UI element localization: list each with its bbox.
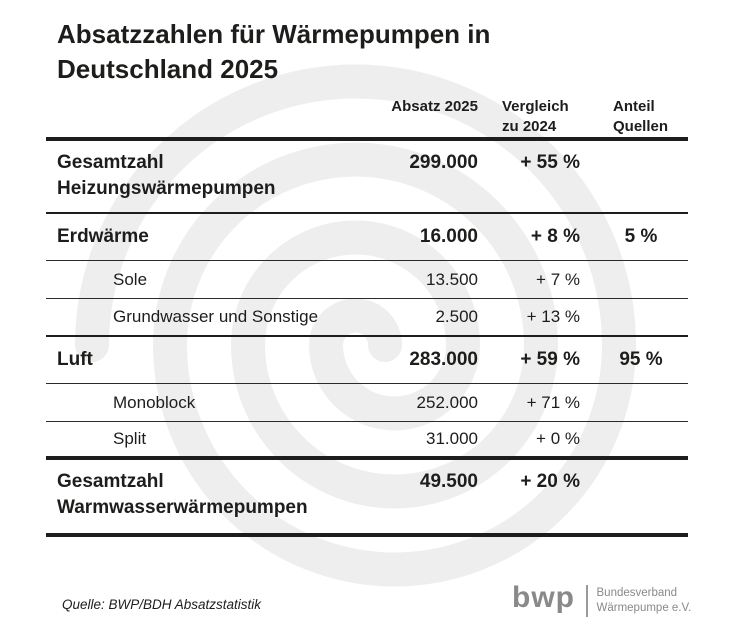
page-title-line2: Deutschland 2025 [57,54,279,84]
absatz-value: 252.000 [416,392,478,412]
table-row-gesamtzahl-heizung: Gesamtzahl Heizungswärmepumpen 299.000 +… [46,141,688,214]
absatz-value: 299.000 [409,152,478,173]
anteil-value: 95 % [619,349,663,370]
column-header-absatz: Absatz 2025 [391,98,478,115]
row-label: Luft [57,349,93,370]
absatz-value: 49.500 [419,471,478,492]
absatz-value: 16.000 [419,226,478,247]
source-note: Quelle: BWP/BDH Absatzstatistik [62,597,262,612]
table-row-gesamtzahl-warmwasser: Gesamtzahl Warmwasserwärmepumpen 49.500 … [46,460,688,537]
vergleich-value: + 13 % [526,307,580,326]
vergleich-value: + 0 % [536,429,580,448]
absatz-value: 13.500 [426,269,478,289]
vergleich-value: + 59 % [520,349,580,370]
row-label: Monoblock [113,392,196,412]
row-label: Grundwasser und Sonstige [113,307,319,326]
table-row-grundwasser: Grundwasser und Sonstige 2.500 + 13 % [46,299,688,337]
column-header-vergleich: Vergleich zu 2024 [502,98,569,135]
table-row-split: Split 31.000 + 0 % [46,422,688,460]
table-row-erdwaerme: Erdwärme 16.000 + 8 % 5 % [46,214,688,261]
row-label: Gesamtzahl Heizungswärmepumpen [57,152,276,199]
vergleich-value: + 55 % [520,152,580,173]
vergleich-value: + 7 % [536,269,580,289]
row-label: Split [113,429,147,448]
page-title-line1: Absatzzahlen für Wärmepumpen in [57,19,491,49]
table-header-row: Absatz 2025 Vergleich zu 2024 Anteil Que… [46,95,688,141]
row-label: Erdwärme [57,226,149,247]
sales-table: Absatz 2025 Vergleich zu 2024 Anteil Que… [46,95,688,537]
absatz-value: 31.000 [426,429,478,448]
anteil-value: 5 % [624,226,658,247]
page-title: Absatzzahlen für Wärmepumpen in Deutschl… [57,17,490,87]
bwp-logo: bwp Bundesverband Wärmepumpe e.V. [512,578,691,624]
table-row-sole: Sole 13.500 + 7 % [46,261,688,299]
logo-divider [586,585,588,617]
table-row-luft: Luft 283.000 + 59 % 95 % [46,337,688,384]
column-header-anteil: Anteil Quellen [613,98,669,135]
vergleich-value: + 20 % [520,471,580,492]
row-label: Sole [113,269,148,289]
vergleich-value: + 8 % [530,226,580,247]
table-row-monoblock: Monoblock 252.000 + 71 % [46,384,688,422]
bwp-logo-org-name: Bundesverband Wärmepumpe e.V. [596,587,692,614]
vergleich-value: + 71 % [526,392,580,412]
row-label: Gesamtzahl Warmwasserwärmepumpen [57,471,308,518]
absatz-value: 283.000 [409,349,478,370]
bwp-logo-wordmark: bwp [512,581,575,614]
absatz-value: 2.500 [435,307,478,326]
